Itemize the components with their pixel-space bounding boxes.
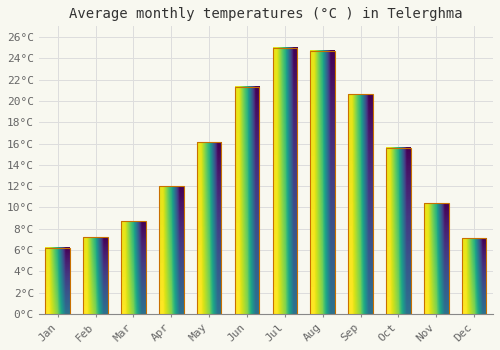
Bar — [386, 148, 410, 314]
Bar — [462, 238, 486, 314]
Bar — [84, 237, 108, 314]
Bar — [272, 48, 297, 314]
Bar — [348, 94, 373, 314]
Bar — [121, 221, 146, 314]
Bar — [197, 142, 222, 314]
Title: Average monthly temperatures (°C ) in Telerghma: Average monthly temperatures (°C ) in Te… — [69, 7, 462, 21]
Bar — [159, 186, 184, 314]
Bar — [310, 51, 335, 314]
Bar — [424, 203, 448, 314]
Bar — [46, 248, 70, 314]
Bar — [234, 87, 260, 314]
